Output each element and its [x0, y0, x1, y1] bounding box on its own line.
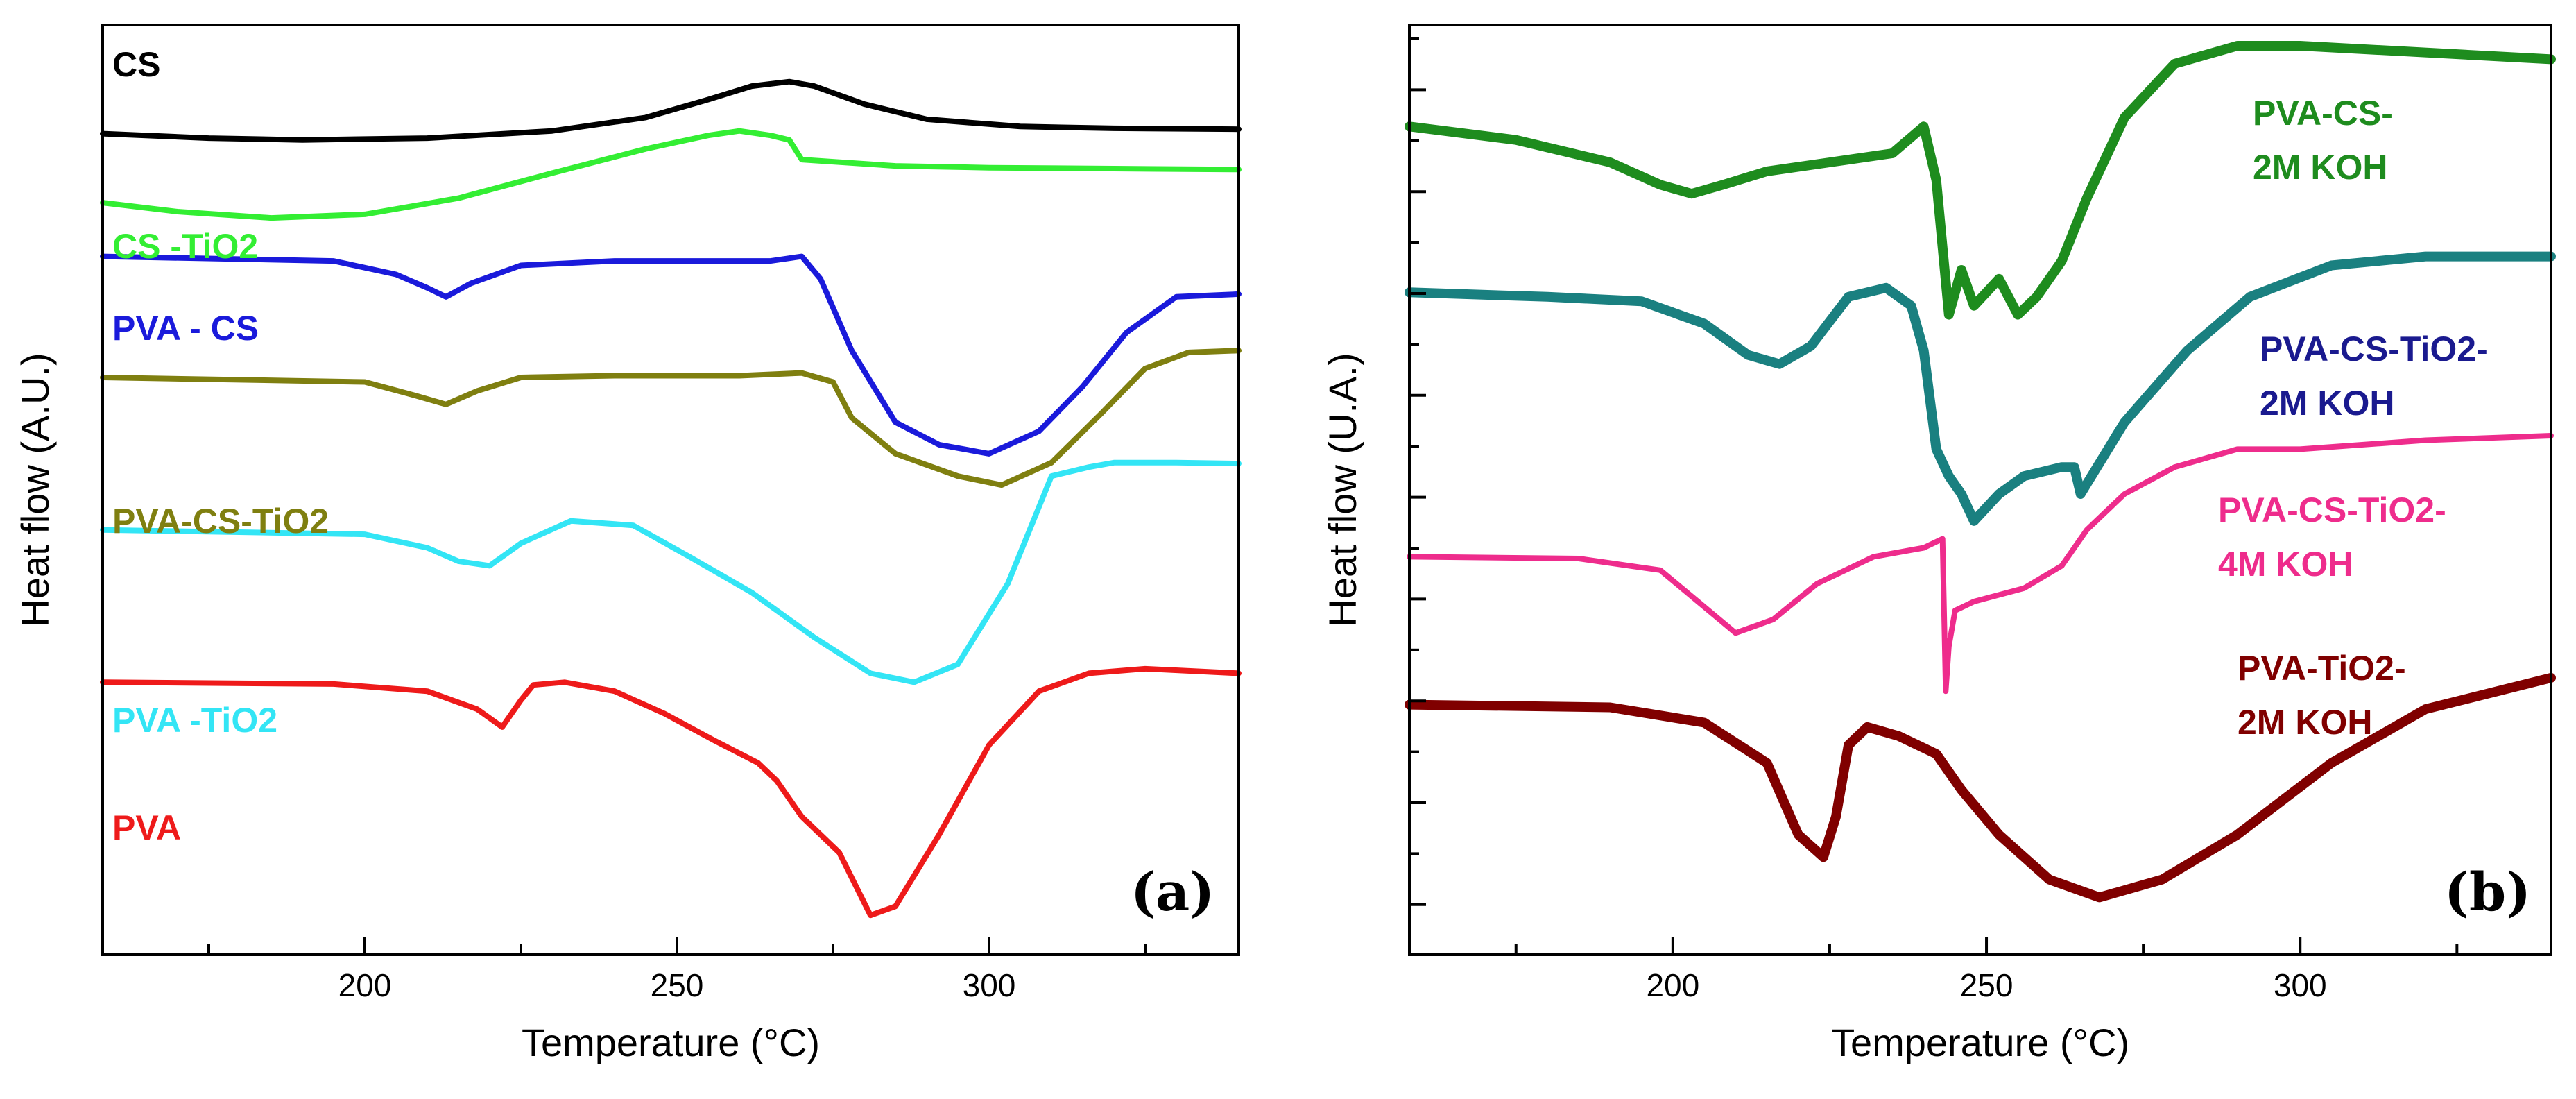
series-label: CS — [112, 45, 160, 84]
series-label-line: PVA-CS-TiO2- — [2260, 330, 2488, 368]
series-line-pva-tio2-2m-koh — [1405, 672, 2556, 903]
x-tick-label: 300 — [2274, 967, 2327, 1003]
series-line-cs-tio2 — [100, 128, 1242, 221]
chart-panel-a: CS CS -TiO2 PVA - CS PVA-CS-TiO2 PVA -TiO2 PV… — [13, 24, 1242, 1064]
series-label: PVA-CS-TiO2- 2M KOH — [2260, 330, 2488, 423]
series-label-line: PVA-CS-TiO2- — [2218, 491, 2446, 529]
series-label-line: 2M KOH — [2238, 703, 2372, 742]
series-label: PVA-CS-TiO2- 4M KOH — [2218, 491, 2446, 583]
x-axis-title: Temperature (°C) — [1831, 1021, 2129, 1064]
series-label-line: PVA-CS- — [2253, 94, 2393, 133]
x-tick-label: 200 — [1646, 967, 1699, 1003]
series-line-cs — [100, 78, 1242, 143]
y-axis-title: Heat flow (A.U.) — [13, 352, 57, 627]
series-label-line: 4M KOH — [2218, 545, 2353, 583]
y-axis-title: Heat flow (U.A.) — [1321, 352, 1364, 627]
panel-label: (a) — [1131, 861, 1214, 923]
plot-frame — [1408, 24, 2552, 956]
panel-label: (b) — [2444, 861, 2531, 923]
series-label: PVA — [112, 808, 181, 847]
series-label: CS -TiO2 — [112, 227, 258, 266]
series-line-pva — [100, 665, 1242, 919]
series-label-line: 2M KOH — [2260, 384, 2394, 423]
plot-frame — [101, 24, 1240, 956]
series-label-line: PVA - CS — [112, 309, 259, 348]
series-label-line: PVA — [112, 808, 181, 847]
series-label: PVA-TiO2- 2M KOH — [2238, 649, 2406, 742]
series-label-line: PVA-TiO2- — [2238, 649, 2406, 688]
series-label-line: PVA-CS-TiO2 — [112, 502, 329, 540]
series-line-pva-cs-2m-koh — [1405, 41, 2556, 320]
series-label: PVA -TiO2 — [112, 701, 277, 740]
series-line-pva-tio2 — [100, 459, 1242, 685]
series-line-pva-cs-tio2-2m-koh — [1405, 251, 2556, 526]
series-line-pva-cs-tio2-4m-koh — [1407, 433, 2554, 695]
series-label: PVA-CS-TiO2 — [112, 502, 329, 540]
x-tick-label: 300 — [963, 967, 1016, 1003]
series-label: PVA-CS- 2M KOH — [2253, 94, 2393, 187]
x-axis-title: Temperature (°C) — [522, 1021, 820, 1064]
series-label-line: 2M KOH — [2253, 148, 2387, 187]
series-label-line: CS — [112, 45, 160, 84]
series-label-line: CS -TiO2 — [112, 227, 258, 266]
series-line-pva-cs — [100, 253, 1242, 457]
x-tick-label: 250 — [651, 967, 704, 1003]
series-label: PVA - CS — [112, 309, 259, 348]
series-label-line: PVA -TiO2 — [112, 701, 277, 740]
x-tick-label: 250 — [1960, 967, 2013, 1003]
x-tick-label: 200 — [338, 967, 392, 1003]
series-line-pva-cs-tio2 — [100, 348, 1242, 488]
